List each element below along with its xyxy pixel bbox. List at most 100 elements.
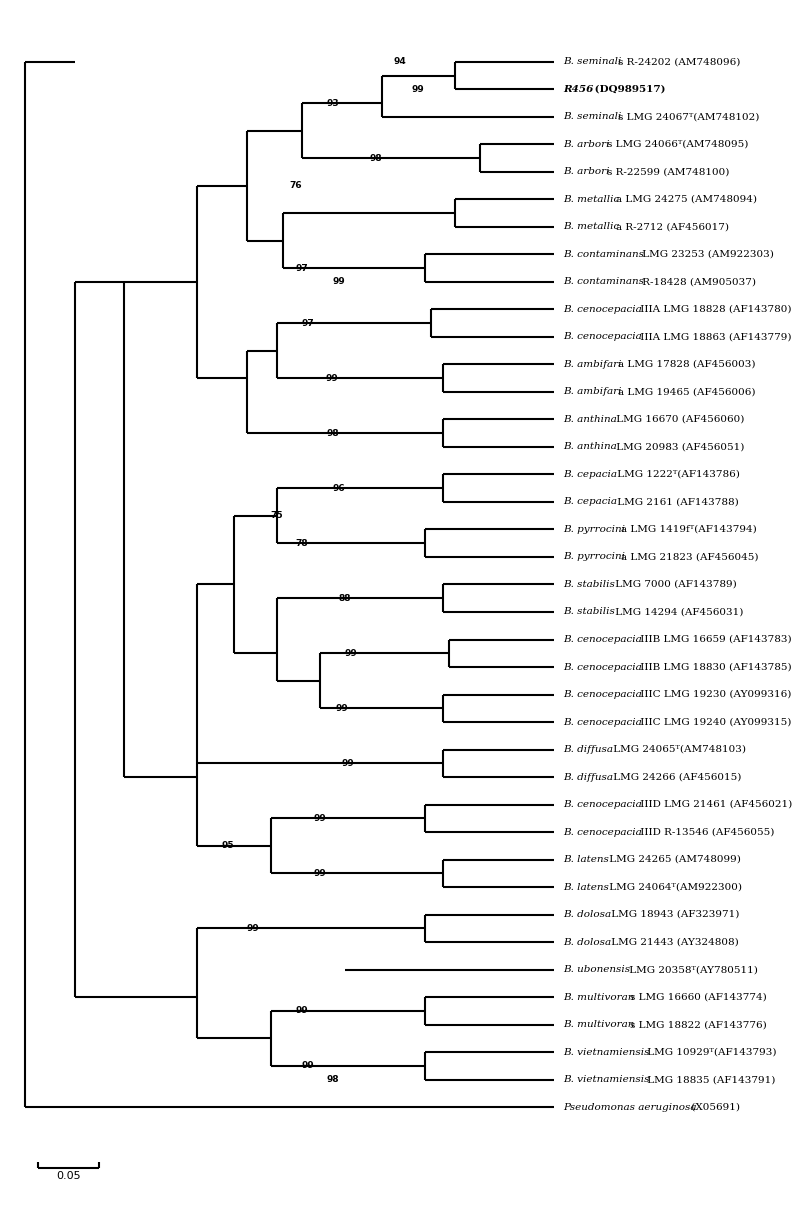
Text: a LMG 21823 (AF456045): a LMG 21823 (AF456045) — [621, 552, 758, 562]
Text: LMG 24065ᵀ(AM748103): LMG 24065ᵀ(AM748103) — [610, 745, 746, 754]
Text: B. metallic: B. metallic — [563, 223, 619, 231]
Text: LMG 18835 (AF143791): LMG 18835 (AF143791) — [644, 1075, 775, 1084]
Text: IIIB LMG 18830 (AF143785): IIIB LMG 18830 (AF143785) — [637, 662, 791, 672]
Text: IIIC LMG 19230 (AY099316): IIIC LMG 19230 (AY099316) — [637, 690, 791, 699]
Text: B. metallic: B. metallic — [563, 195, 619, 204]
Text: a R-2712 (AF456017): a R-2712 (AF456017) — [616, 223, 729, 231]
Text: LMG 20983 (AF456051): LMG 20983 (AF456051) — [614, 443, 745, 452]
Text: IIIB LMG 16659 (AF143783): IIIB LMG 16659 (AF143783) — [637, 635, 791, 644]
Text: IIIA LMG 18863 (AF143779): IIIA LMG 18863 (AF143779) — [637, 333, 791, 341]
Text: LMG 20358ᵀ(AY780511): LMG 20358ᵀ(AY780511) — [626, 965, 758, 974]
Text: B. diffusa: B. diffusa — [563, 745, 613, 754]
Text: 98: 98 — [369, 154, 382, 163]
Text: 99: 99 — [326, 373, 338, 383]
Text: 99: 99 — [314, 814, 326, 823]
Text: B. vietnamiensis: B. vietnamiensis — [563, 1075, 650, 1084]
Text: B. contaminans: B. contaminans — [563, 278, 644, 286]
Text: LMG 2161 (AF143788): LMG 2161 (AF143788) — [614, 497, 738, 507]
Text: 99: 99 — [295, 1006, 308, 1015]
Text: (X05691): (X05691) — [688, 1103, 740, 1111]
Text: B. pyrrocini: B. pyrrocini — [563, 525, 625, 534]
Text: s LMG 18822 (AF143776): s LMG 18822 (AF143776) — [630, 1020, 766, 1029]
Text: 99: 99 — [246, 924, 259, 933]
Text: s R-24202 (AM748096): s R-24202 (AM748096) — [618, 58, 740, 66]
Text: LMG 1222ᵀ(AF143786): LMG 1222ᵀ(AF143786) — [614, 470, 739, 479]
Text: B. anthina: B. anthina — [563, 443, 617, 452]
Text: B. cenocepacia: B. cenocepacia — [563, 800, 642, 809]
Text: B. cepacia: B. cepacia — [563, 497, 617, 507]
Text: IIIC LMG 19240 (AY099315): IIIC LMG 19240 (AY099315) — [637, 717, 791, 727]
Text: B. cenocepacia: B. cenocepacia — [563, 827, 642, 836]
Text: 75: 75 — [270, 512, 283, 520]
Text: B. ambifari: B. ambifari — [563, 360, 622, 368]
Text: B. latens: B. latens — [563, 856, 609, 864]
Text: LMG 24064ᵀ(AM922300): LMG 24064ᵀ(AM922300) — [606, 883, 742, 891]
Text: a LMG 19465 (AF456006): a LMG 19465 (AF456006) — [618, 388, 755, 397]
Text: B. cenocepacia: B. cenocepacia — [563, 717, 642, 727]
Text: LMG 23253 (AM922303): LMG 23253 (AM922303) — [639, 250, 774, 259]
Text: 95: 95 — [222, 841, 234, 851]
Text: 88: 88 — [338, 594, 351, 602]
Text: a LMG 1419fᵀ(AF143794): a LMG 1419fᵀ(AF143794) — [621, 525, 757, 534]
Text: B. ubonensis: B. ubonensis — [563, 965, 630, 974]
Text: B. seminali: B. seminali — [563, 58, 622, 66]
Text: 93: 93 — [326, 99, 338, 108]
Text: 99: 99 — [332, 278, 345, 286]
Text: LMG 14294 (AF456031): LMG 14294 (AF456031) — [611, 607, 743, 617]
Text: 0.05: 0.05 — [56, 1171, 81, 1181]
Text: 99: 99 — [412, 84, 425, 94]
Text: 99: 99 — [314, 869, 326, 878]
Text: LMG 24266 (AF456015): LMG 24266 (AF456015) — [610, 772, 742, 781]
Text: IIID LMG 21461 (AF456021): IIID LMG 21461 (AF456021) — [637, 800, 792, 809]
Text: B. vietnamiensis: B. vietnamiensis — [563, 1048, 650, 1056]
Text: LMG 10929ᵀ(AF143793): LMG 10929ᵀ(AF143793) — [644, 1048, 777, 1056]
Text: B. arbori: B. arbori — [563, 140, 610, 149]
Text: 97: 97 — [302, 318, 314, 328]
Text: B. ambifari: B. ambifari — [563, 388, 622, 397]
Text: B. multivoran: B. multivoran — [563, 993, 634, 1001]
Text: B. pyrrocini: B. pyrrocini — [563, 552, 625, 562]
Text: B. dolosa: B. dolosa — [563, 938, 611, 946]
Text: LMG 24265 (AM748099): LMG 24265 (AM748099) — [606, 856, 741, 864]
Text: B. seminali: B. seminali — [563, 113, 622, 121]
Text: a LMG 17828 (AF456003): a LMG 17828 (AF456003) — [618, 360, 755, 368]
Text: 99: 99 — [302, 1061, 314, 1070]
Text: B. cenocepacia: B. cenocepacia — [563, 305, 642, 315]
Text: B. diffusa: B. diffusa — [563, 772, 613, 781]
Text: B. cepacia: B. cepacia — [563, 470, 617, 479]
Text: R-18428 (AM905037): R-18428 (AM905037) — [639, 278, 756, 286]
Text: 76: 76 — [290, 181, 302, 190]
Text: B. cenocepacia: B. cenocepacia — [563, 690, 642, 699]
Text: 98: 98 — [326, 428, 338, 438]
Text: IIID R-13546 (AF456055): IIID R-13546 (AF456055) — [637, 827, 774, 836]
Text: B. arbori: B. arbori — [563, 168, 610, 176]
Text: 96: 96 — [332, 483, 345, 493]
Text: (DQ989517): (DQ989517) — [591, 84, 666, 94]
Text: LMG 18943 (AF323971): LMG 18943 (AF323971) — [608, 909, 739, 919]
Text: 97: 97 — [295, 263, 308, 273]
Text: s R-22599 (AM748100): s R-22599 (AM748100) — [606, 168, 729, 176]
Text: R456: R456 — [563, 84, 594, 94]
Text: s LMG 24066ᵀ(AM748095): s LMG 24066ᵀ(AM748095) — [606, 140, 748, 149]
Text: LMG 21443 (AY324808): LMG 21443 (AY324808) — [608, 938, 739, 946]
Text: a LMG 24275 (AM748094): a LMG 24275 (AM748094) — [616, 195, 757, 204]
Text: B. cenocepacia: B. cenocepacia — [563, 635, 642, 644]
Text: 98: 98 — [326, 1075, 338, 1084]
Text: LMG 7000 (AF143789): LMG 7000 (AF143789) — [611, 580, 736, 589]
Text: B. cenocepacia: B. cenocepacia — [563, 662, 642, 672]
Text: B. anthina: B. anthina — [563, 415, 617, 424]
Text: B. latens: B. latens — [563, 883, 609, 891]
Text: 99: 99 — [335, 704, 348, 712]
Text: B. multivoran: B. multivoran — [563, 1020, 634, 1029]
Text: 99: 99 — [342, 759, 354, 767]
Text: 94: 94 — [394, 58, 406, 66]
Text: B. contaminans: B. contaminans — [563, 250, 644, 259]
Text: s LMG 16660 (AF143774): s LMG 16660 (AF143774) — [630, 993, 766, 1001]
Text: Pseudomonas aeruginosa: Pseudomonas aeruginosa — [563, 1103, 697, 1111]
Text: B. cenocepacia: B. cenocepacia — [563, 333, 642, 341]
Text: s LMG 24067ᵀ(AM748102): s LMG 24067ᵀ(AM748102) — [618, 113, 759, 121]
Text: 78: 78 — [295, 539, 308, 548]
Text: B. stabilis: B. stabilis — [563, 607, 615, 617]
Text: B. dolosa: B. dolosa — [563, 909, 611, 919]
Text: LMG 16670 (AF456060): LMG 16670 (AF456060) — [614, 415, 745, 424]
